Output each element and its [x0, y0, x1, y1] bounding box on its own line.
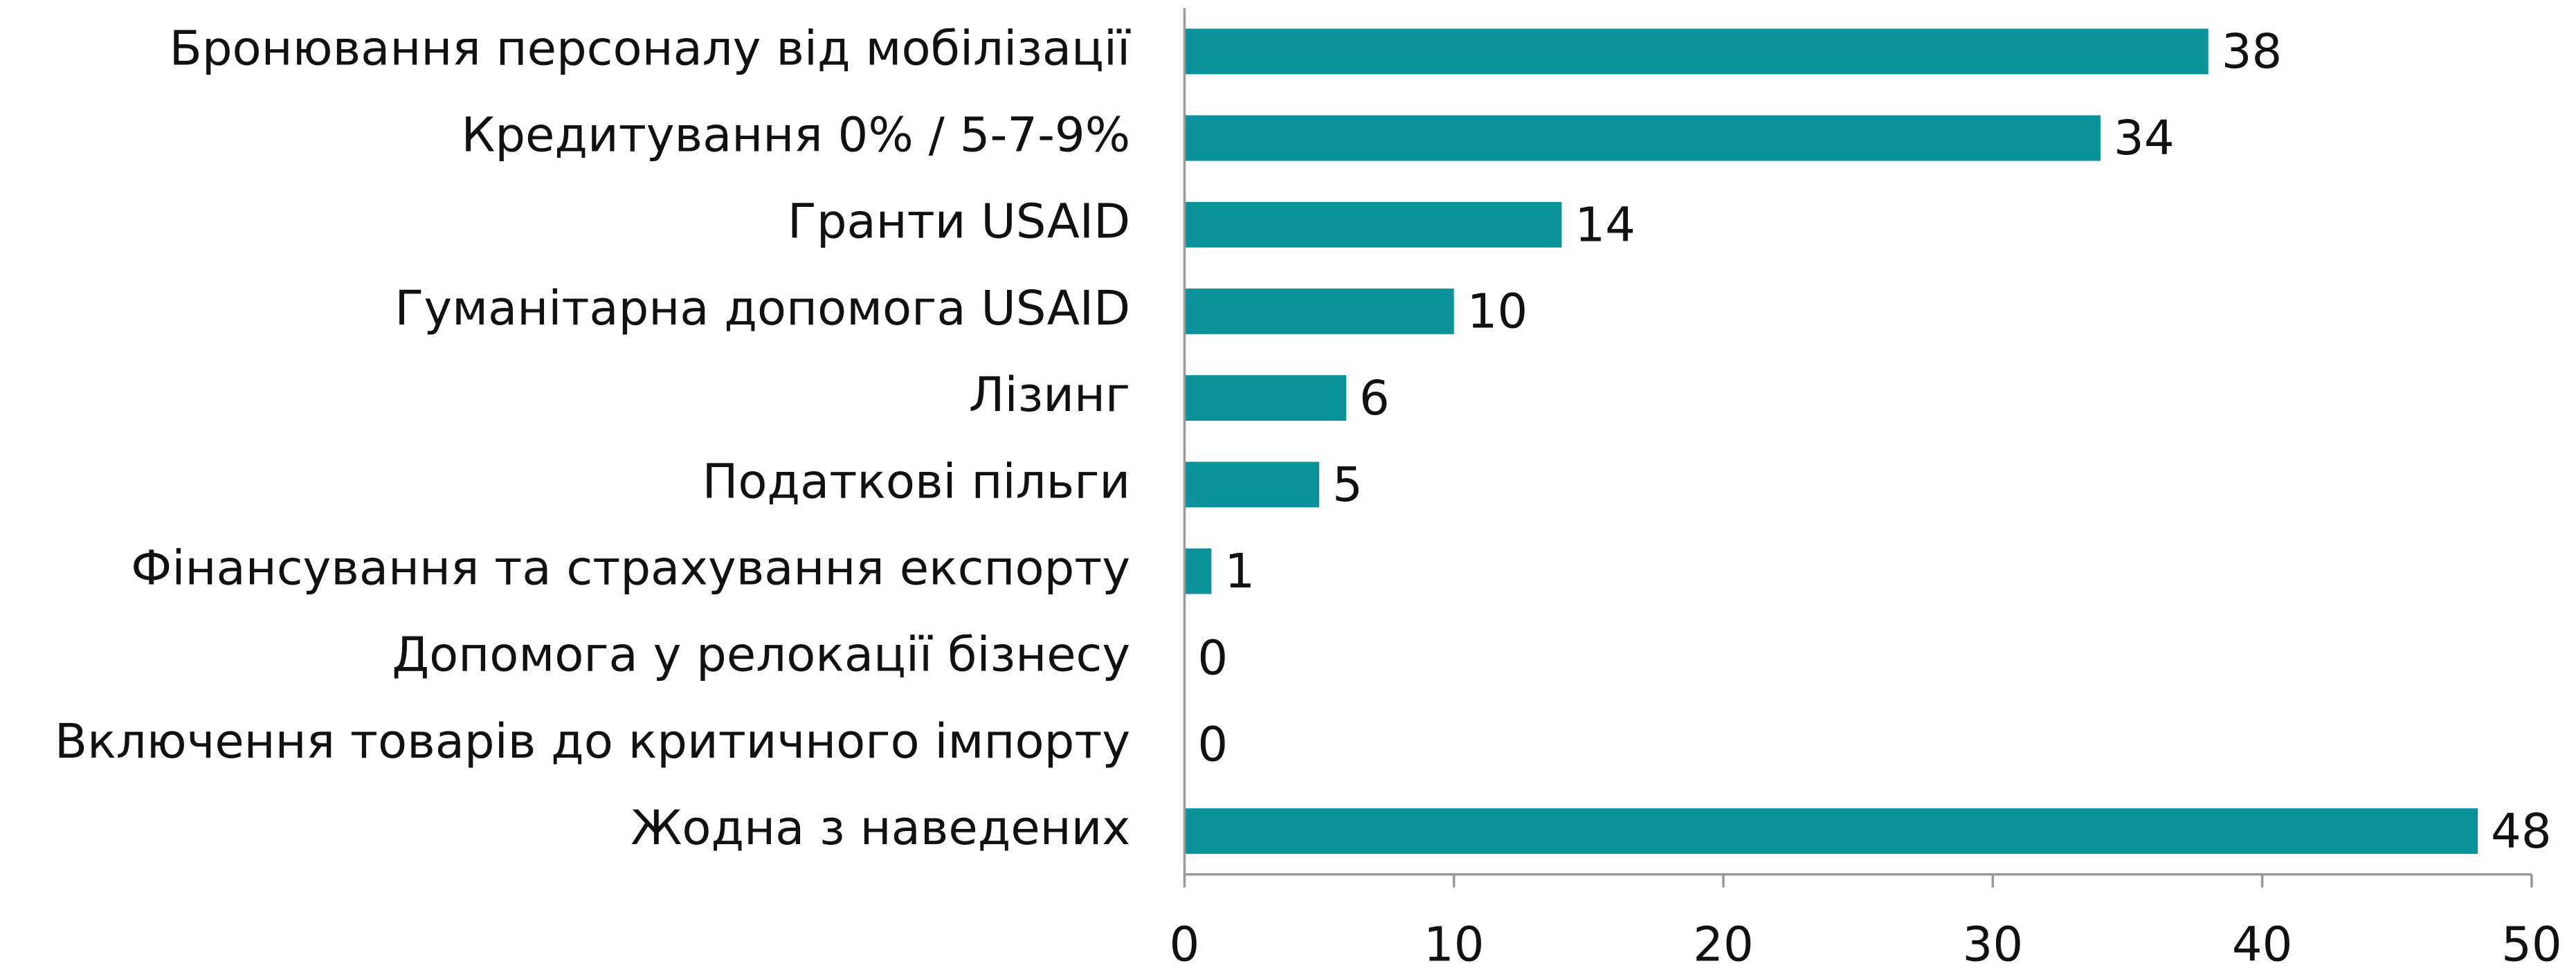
y-tick-label: Гранти USAID	[788, 194, 1130, 250]
x-tick-label: 30	[1963, 917, 2024, 973]
bar	[1184, 201, 1562, 248]
value-label: 0	[1197, 718, 1228, 773]
value-label: 34	[2114, 111, 2175, 167]
bar	[1184, 548, 1212, 594]
value-label: 10	[1467, 284, 1528, 340]
y-tick-label: Податкові пільги	[702, 455, 1131, 510]
x-tick-label: 50	[2501, 917, 2562, 973]
value-label: 48	[2491, 804, 2552, 859]
x-tick-label: 10	[1424, 917, 1485, 973]
value-label: 6	[1359, 371, 1390, 426]
x-tick-label: 0	[1170, 917, 1200, 973]
x-tick-label: 40	[2232, 917, 2293, 973]
value-label: 0	[1197, 631, 1228, 686]
y-tick-label: Бронювання персоналу від мобілізації	[170, 21, 1131, 77]
value-label: 38	[2222, 24, 2283, 80]
x-tick-label: 20	[1693, 917, 1754, 973]
value-label: 5	[1332, 457, 1363, 513]
bar	[1184, 808, 2478, 855]
y-tick-label: Гуманітарна допомога USAID	[394, 281, 1130, 336]
bar	[1184, 28, 2208, 75]
bar	[1184, 289, 1454, 334]
y-tick-label: Кредитування 0% / 5-7-9%	[461, 108, 1130, 163]
bar	[1184, 115, 2101, 161]
bar	[1184, 462, 1320, 508]
value-label: 14	[1575, 198, 1635, 253]
value-label: 1	[1224, 544, 1255, 599]
y-tick-label: Включення товарів до критичного імпорту	[55, 714, 1130, 769]
y-tick-label: Жодна з наведених	[631, 801, 1130, 856]
y-tick-label: Фінансування та страхування експорту	[131, 541, 1130, 596]
y-tick-label: Лізинг	[969, 367, 1130, 423]
bar	[1184, 375, 1347, 421]
y-tick-label: Допомога у релокації бізнесу	[392, 628, 1130, 683]
